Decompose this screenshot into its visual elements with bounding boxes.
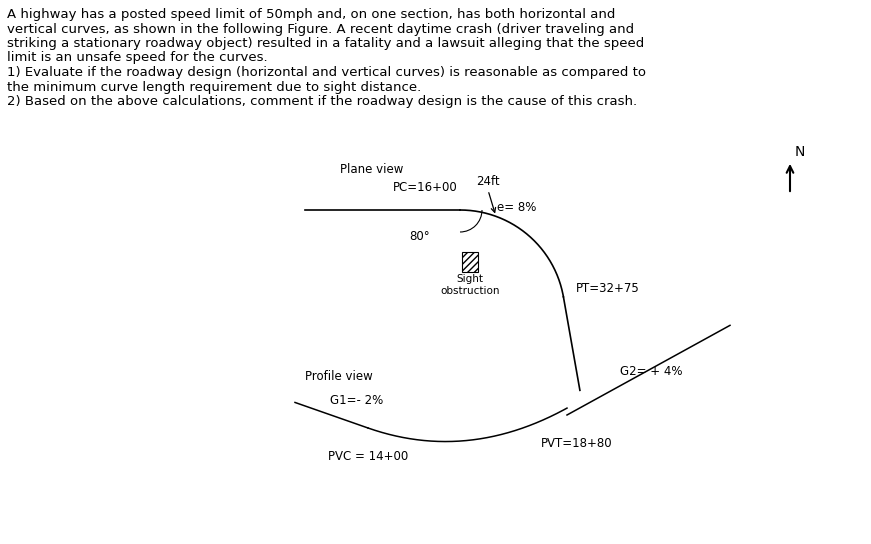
Text: 1) Evaluate if the roadway design (horizontal and vertical curves) is reasonable: 1) Evaluate if the roadway design (horiz… — [7, 66, 646, 79]
Bar — [462, 252, 478, 272]
Text: PVC = 14+00: PVC = 14+00 — [327, 450, 408, 463]
Text: vertical curves, as shown in the following Figure. A recent daytime crash (drive: vertical curves, as shown in the followi… — [7, 22, 634, 35]
Text: N: N — [795, 145, 806, 159]
Text: 2) Based on the above calculations, comment if the roadway design is the cause o: 2) Based on the above calculations, comm… — [7, 95, 637, 108]
Text: limit is an unsafe speed for the curves.: limit is an unsafe speed for the curves. — [7, 52, 267, 65]
Text: Plane view: Plane view — [340, 163, 403, 176]
Text: Sight
obstruction: Sight obstruction — [440, 274, 500, 295]
Text: the minimum curve length requirement due to sight distance.: the minimum curve length requirement due… — [7, 81, 422, 94]
Text: PC=16+00: PC=16+00 — [393, 181, 458, 194]
Text: PT=32+75: PT=32+75 — [576, 282, 639, 295]
Text: G2= + 4%: G2= + 4% — [620, 365, 683, 378]
Text: PVT=18+80: PVT=18+80 — [541, 437, 613, 450]
Text: striking a stationary roadway object) resulted in a fatality and a lawsuit alleg: striking a stationary roadway object) re… — [7, 37, 645, 50]
Text: Profile view: Profile view — [305, 370, 373, 383]
Text: A highway has a posted speed limit of 50mph and, on one section, has both horizo: A highway has a posted speed limit of 50… — [7, 8, 616, 21]
Text: 80°: 80° — [409, 230, 430, 243]
Text: 24ft: 24ft — [476, 175, 500, 188]
Text: G1=- 2%: G1=- 2% — [330, 394, 383, 407]
Text: e= 8%: e= 8% — [497, 201, 537, 214]
